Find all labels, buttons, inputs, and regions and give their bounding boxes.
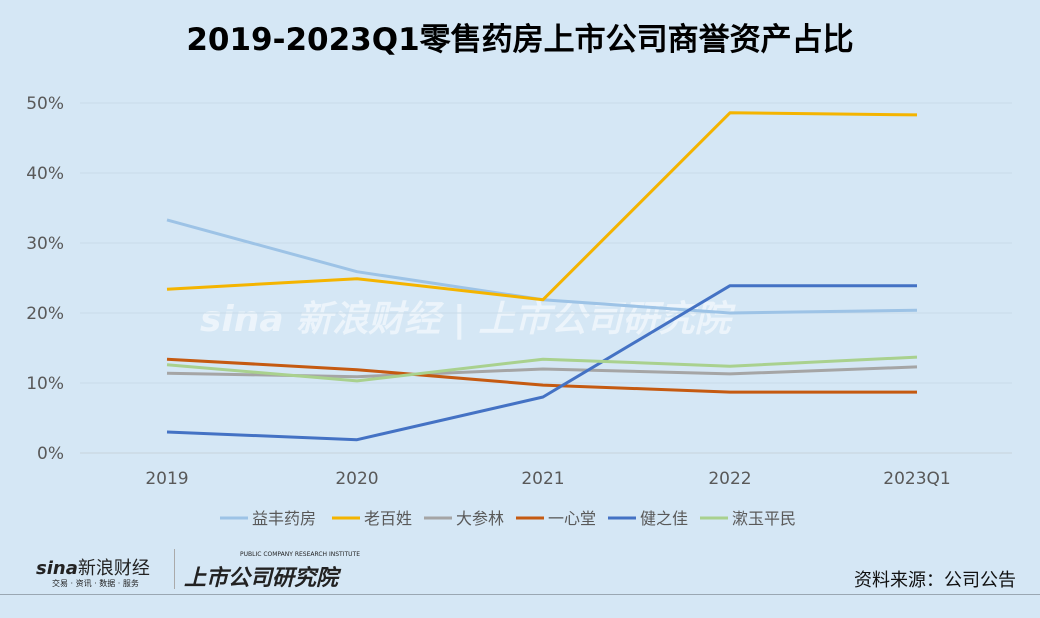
x-tick-label: 2021	[521, 469, 564, 489]
x-tick-label: 2020	[335, 469, 378, 489]
y-tick-label: 30%	[26, 234, 64, 254]
legend-label: 一心堂	[548, 509, 596, 528]
series-line	[166, 357, 917, 394]
source-note: 资料来源：公司公告	[854, 570, 1016, 591]
y-tick-label: 40%	[26, 164, 64, 184]
legend-label: 老百姓	[364, 509, 412, 528]
legend-label: 健之佳	[640, 509, 688, 528]
sina-tagline: 交易 · 资讯 · 数据 · 服务	[52, 579, 139, 588]
legend-label: 益丰药房	[252, 509, 316, 528]
institute-en: PUBLIC COMPANY RESEARCH INSTITUTE	[240, 551, 360, 558]
institute-logo: 上市公司研究院	[184, 566, 339, 591]
y-tick-label: 10%	[26, 374, 64, 394]
legend-label: 大参林	[456, 509, 504, 528]
y-tick-label: 0%	[37, 444, 64, 464]
sina-logo: sina新浪财经	[36, 558, 150, 579]
x-tick-label: 2022	[708, 469, 751, 489]
x-tick-label: 2019	[145, 469, 188, 489]
legend-label: 漱玉平民	[732, 509, 796, 528]
y-tick-label: 50%	[26, 94, 64, 114]
series-line	[166, 284, 917, 442]
y-tick-label: 20%	[26, 304, 64, 324]
chart-title: 2019-2023Q1零售药房上市公司商誉资产占比	[186, 22, 854, 58]
series-line	[166, 111, 918, 302]
x-tick-label: 2023Q1	[883, 469, 950, 489]
line-chart: 0% 10% 20% 30% 40% 50% 2019 2020 2021 2022 2023Q1 益…	[26, 94, 1012, 528]
bottom-divider	[0, 594, 1040, 595]
series-line	[166, 355, 918, 383]
logo-divider	[174, 549, 175, 589]
